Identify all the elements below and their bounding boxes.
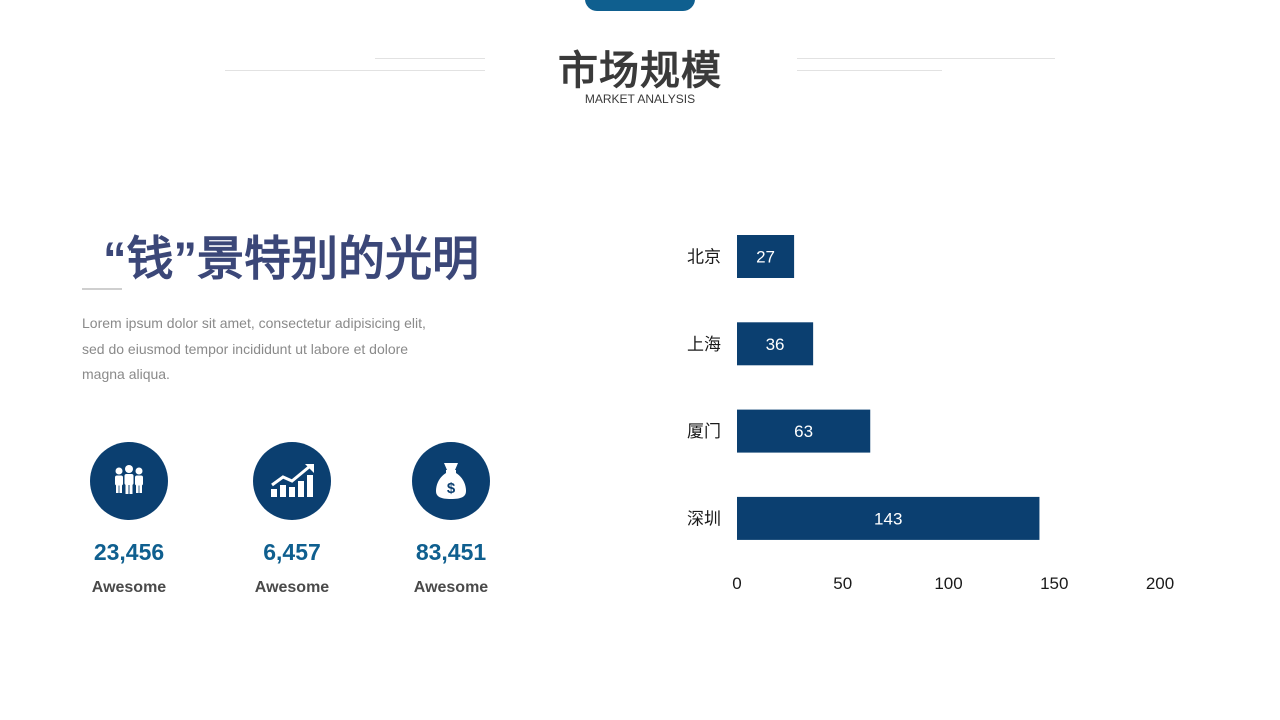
x-tick-label: 150: [1040, 574, 1068, 593]
divider-line: [225, 70, 485, 71]
stat-label: Awesome: [91, 579, 167, 596]
stat-item: 6,457 Awesome: [222, 442, 362, 597]
growth-chart-icon: [253, 442, 331, 520]
bar: [737, 409, 871, 453]
data-label: 36: [766, 335, 785, 354]
divider-line: [797, 58, 1055, 59]
data-label: 143: [874, 509, 902, 528]
team-icon: [90, 442, 168, 520]
divider-line: [375, 58, 485, 59]
x-tick-label: 100: [934, 574, 962, 593]
x-tick-label: 0: [732, 574, 741, 593]
data-label: 27: [756, 248, 775, 267]
category-label: 厦门: [687, 422, 721, 442]
headline-underline: [82, 288, 122, 290]
bar-chart: 北京 27 上海 36 厦门 63 深圳 143 0 50 100 150 200: [687, 235, 1174, 593]
page-subtitle: MARKET ANALYSIS: [584, 92, 696, 106]
page-title: 市场规模: [558, 49, 722, 93]
stat-label: Awesome: [254, 579, 330, 596]
category-label: 深圳: [687, 509, 721, 529]
top-tab-decoration: [585, 0, 695, 11]
stat-label: Awesome: [413, 579, 489, 596]
divider-line: [797, 70, 942, 71]
stat-item: 23,456 Awesome: [59, 442, 199, 597]
category-label: 上海: [687, 335, 721, 355]
money-bag-icon: $: [412, 442, 490, 520]
data-label: 63: [794, 422, 813, 441]
bar: [737, 235, 795, 278]
body-paragraph: Lorem ipsum dolor sit amet, consectetur …: [82, 315, 426, 382]
stat-value: 6,457: [263, 539, 321, 565]
bar: [737, 496, 1040, 540]
x-tick-label: 200: [1146, 574, 1174, 593]
bar: [737, 322, 814, 366]
stat-item: $ 83,451 Awesome: [381, 442, 521, 597]
category-label: 北京: [687, 248, 721, 268]
section-headline: “钱”景特别的光明: [103, 232, 479, 285]
stat-value: 23,456: [93, 539, 165, 565]
x-tick-label: 50: [833, 574, 852, 593]
stat-value: 83,451: [415, 539, 487, 565]
svg-text:$: $: [447, 480, 456, 497]
